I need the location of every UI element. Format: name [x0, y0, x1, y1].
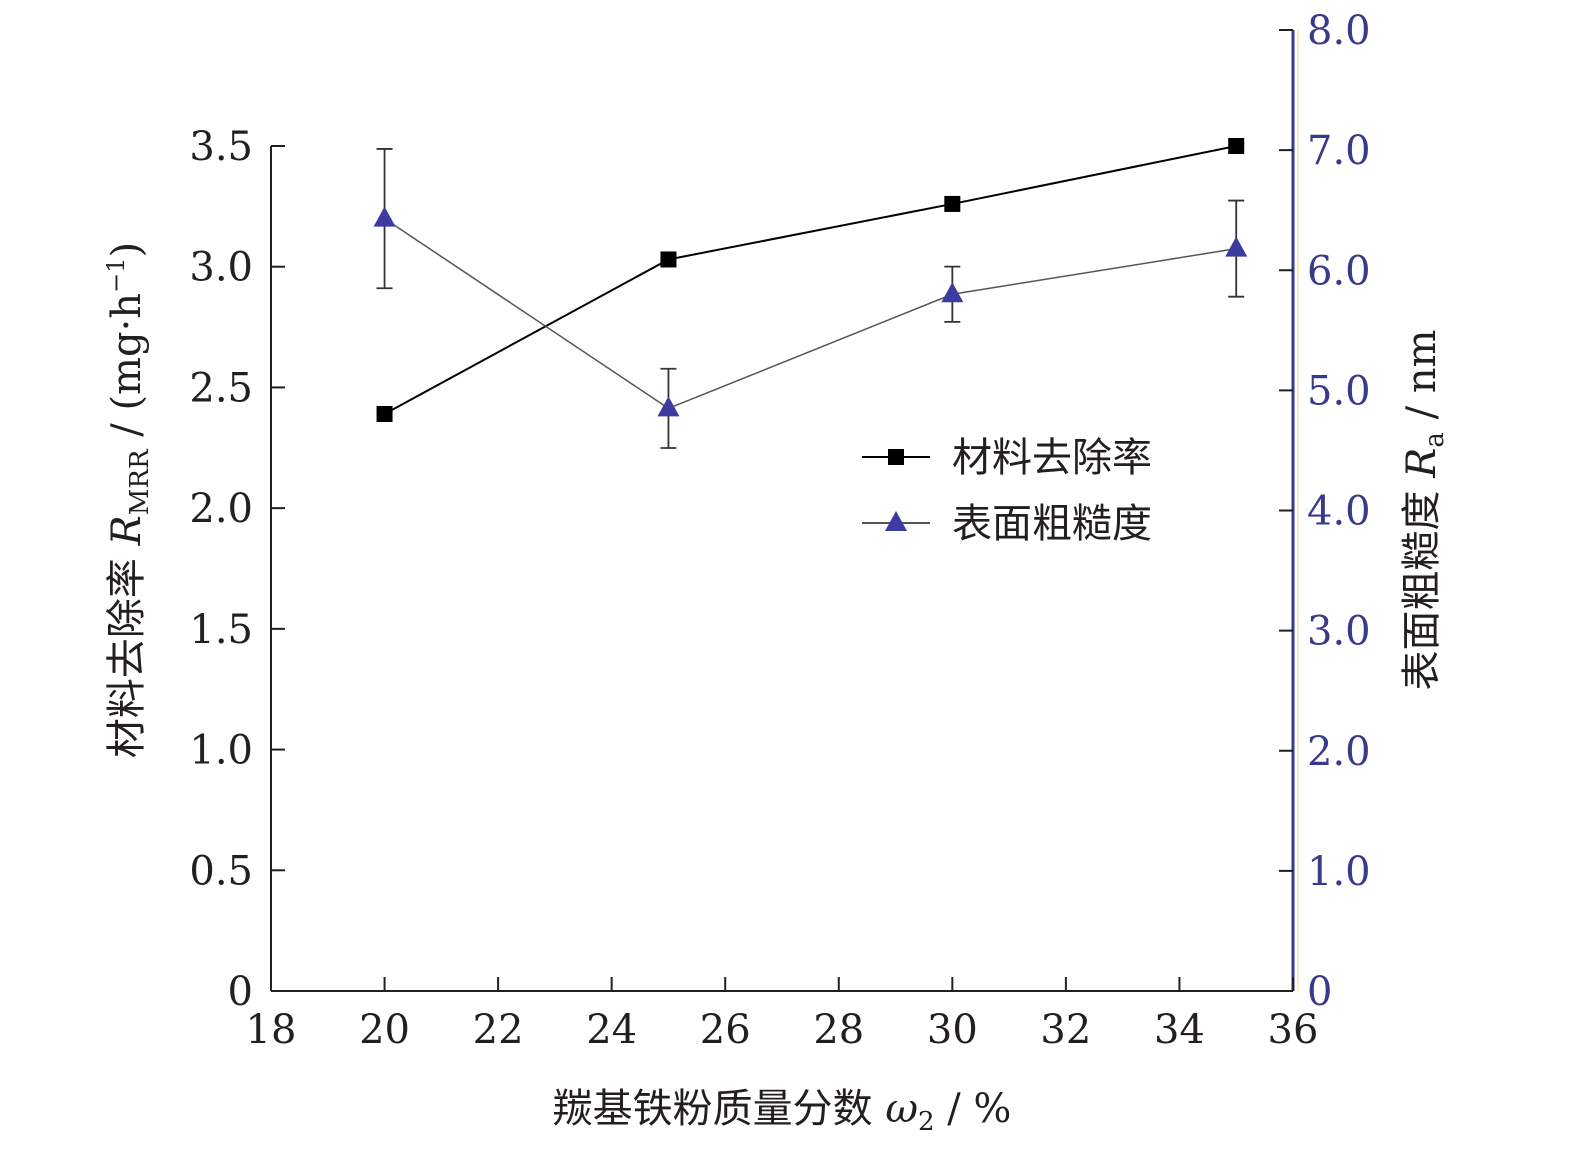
legend-label: 材料去除率: [952, 435, 1152, 481]
x-tick-label: 36: [1268, 1007, 1319, 1053]
data-point-square: [1228, 138, 1245, 154]
legend-label: 表面粗糙度: [952, 501, 1152, 547]
y-left-tick-label: 3.0: [189, 245, 253, 291]
y-right-tick-label: 0: [1307, 969, 1332, 1015]
axes-layer: 0 0.5 1.0 1.5 2.0 2.5 3.0 3.5 0 1.0 2.0 3.0 4.0 5.0 6.…: [189, 8, 1370, 1053]
data-point-triangle: [941, 282, 964, 303]
legend-marker-square: [888, 449, 904, 465]
y-left-tick-label: 1.5: [189, 607, 253, 653]
x-tick-label: 24: [586, 1007, 637, 1053]
y-right-tick-label: 5.0: [1307, 368, 1371, 414]
data-point-square: [376, 405, 393, 422]
y-right-tick-label: 4.0: [1307, 489, 1371, 535]
data-point-triangle: [1225, 236, 1248, 257]
y-left-tick-label: 2.0: [189, 486, 253, 532]
y-right-tick-label: 2.0: [1307, 729, 1371, 775]
x-tick-label: 22: [473, 1007, 524, 1053]
x-tick-label: 30: [927, 1007, 978, 1053]
x-tick-label: 32: [1040, 1007, 1091, 1053]
legend-marker-triangle: [885, 511, 907, 531]
series-layer: [373, 138, 1248, 449]
data-point-triangle: [373, 206, 396, 227]
y-right-tick-label: 3.0: [1307, 609, 1371, 655]
y-left-tick-label: 2.5: [189, 365, 253, 411]
y-right-tick-label: 8.0: [1307, 8, 1371, 54]
y-right-tick-label: 7.0: [1307, 128, 1371, 174]
x-tick-label: 34: [1154, 1007, 1205, 1053]
y-right-tick-label: 1.0: [1307, 849, 1371, 895]
x-tick-label: 28: [813, 1007, 864, 1053]
x-axis-title: 羰基铁粉质量分数 ω2 / %: [553, 1086, 1012, 1137]
y-left-tick-label: 0.5: [189, 848, 253, 894]
y-left-tick-label: 3.5: [189, 124, 253, 170]
series-line-1: [384, 145, 1237, 415]
data-point-square: [944, 195, 961, 212]
y-left-tick-label: 1.0: [189, 728, 253, 774]
x-tick-label: 20: [359, 1007, 410, 1053]
data-point-square: [660, 251, 677, 268]
x-tick-label: 18: [246, 1007, 297, 1053]
series-line-2: [384, 217, 1237, 410]
y-right-tick-label: 6.0: [1307, 248, 1371, 294]
x-tick-label: 26: [700, 1007, 751, 1053]
data-point-triangle: [657, 396, 680, 417]
y-left-tick-label: 0: [228, 969, 253, 1015]
y-left-axis-title: 材料去除率 RMRR / (mg·h−1): [102, 242, 155, 758]
y-right-axis-title: 表面粗糙度 Ra / nm: [1399, 330, 1450, 691]
